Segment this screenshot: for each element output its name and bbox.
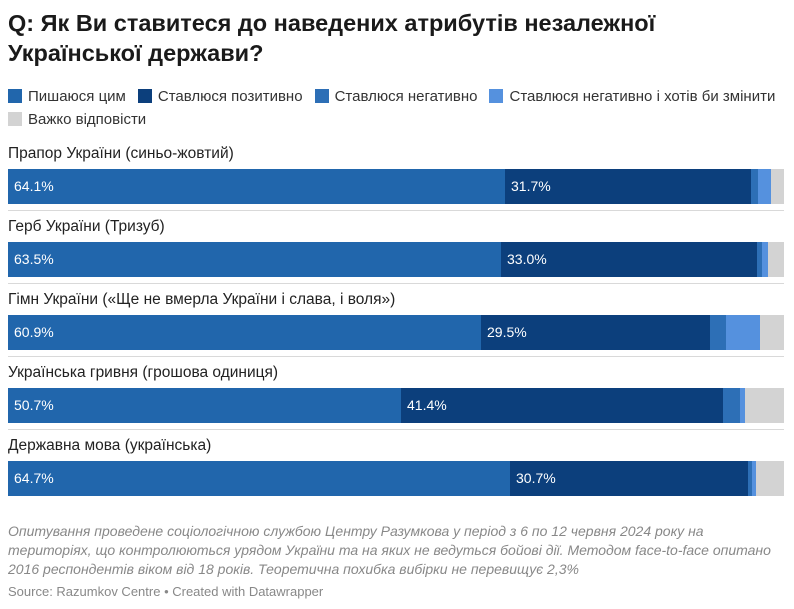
stacked-bar: 50.7% 41.4% <box>8 388 784 423</box>
row-divider <box>8 429 784 430</box>
bar-segment <box>745 388 784 423</box>
bar-segment <box>751 169 758 204</box>
row-divider <box>8 210 784 211</box>
bar-segment <box>771 169 784 204</box>
legend-swatch <box>314 89 329 103</box>
bar-segment <box>401 388 723 423</box>
data-label: 63.5% <box>14 251 54 267</box>
legend-item: Ставлюся негативно <box>314 85 478 108</box>
row-label: Державна мова (українська) <box>8 437 212 454</box>
data-label: 31.7% <box>511 178 551 194</box>
legend-label: Ставлюся негативно <box>334 88 478 105</box>
bar-segment <box>501 242 757 277</box>
bar-segment <box>768 242 784 277</box>
legend-swatch <box>8 89 22 103</box>
bar-segment <box>8 315 481 350</box>
legend-item: Ставлюся позитивно <box>137 85 303 108</box>
data-label: 33.0% <box>507 251 547 267</box>
data-label: 64.7% <box>14 470 54 486</box>
bar-segment <box>8 388 401 423</box>
legend-swatch <box>8 112 22 126</box>
row-label: Гімн України («Ще не вмерла України і сл… <box>8 291 396 308</box>
legend-label: Пишаюся цим <box>28 88 126 105</box>
bar-segment <box>726 315 760 350</box>
data-label: 60.9% <box>14 324 54 340</box>
bar-segment <box>748 461 752 496</box>
bar-segment <box>758 169 771 204</box>
data-label: 29.5% <box>487 324 527 340</box>
bar-segment <box>723 388 740 423</box>
survey-note: Опитування проведене соціологічною служб… <box>8 523 771 577</box>
row-label: Прапор України (синьо-жовтий) <box>8 145 234 162</box>
data-label: 41.4% <box>407 397 447 413</box>
chart-title: Q: Як Ви ставитеся до наведених атрибуті… <box>8 10 656 66</box>
legend-item: Важко відповісти <box>8 108 146 131</box>
data-label: 64.1% <box>14 178 54 194</box>
bar-segment <box>740 388 745 423</box>
stacked-bar: 64.7% 30.7% <box>8 461 784 496</box>
row-label: Українська гривня (грошова одиниця) <box>8 364 279 381</box>
data-label: 50.7% <box>14 397 54 413</box>
bar-segment <box>710 315 726 350</box>
row-divider <box>8 283 784 284</box>
bar-segment <box>756 461 784 496</box>
legend-swatch <box>489 89 504 103</box>
legend-label: Важко відповісти <box>28 111 147 128</box>
source-credit: Source: Razumkov Centre • Created with D… <box>8 584 324 599</box>
legend-swatch <box>137 89 152 103</box>
bar-segment <box>510 461 748 496</box>
bar-segment <box>757 242 762 277</box>
legend: Пишаюся цим Ставлюся позитивно Ставлюся не… <box>8 85 788 131</box>
bar-segment <box>8 242 501 277</box>
bar-segment <box>762 242 768 277</box>
legend-label: Ставлюся позитивно <box>157 88 303 105</box>
legend-label: Ставлюся негативно і хотів би змінити <box>509 88 776 105</box>
bar-segment <box>481 315 710 350</box>
data-label: 30.7% <box>516 470 556 486</box>
stacked-bar: 64.1% 31.7% <box>8 169 784 204</box>
bar-segment <box>8 461 510 496</box>
stacked-bar: 60.9% 29.5% <box>8 315 784 350</box>
row-divider <box>8 356 784 357</box>
stacked-bar: 63.5% 33.0% <box>8 242 784 277</box>
bar-segment <box>8 169 505 204</box>
bar-segment <box>752 461 756 496</box>
bar-segment <box>505 169 751 204</box>
legend-item: Пишаюся цим <box>8 85 126 108</box>
legend-item: Ставлюся негативно і хотів би змінити <box>489 85 775 108</box>
bar-segment <box>760 315 784 350</box>
row-label: Герб України (Тризуб) <box>8 218 165 235</box>
